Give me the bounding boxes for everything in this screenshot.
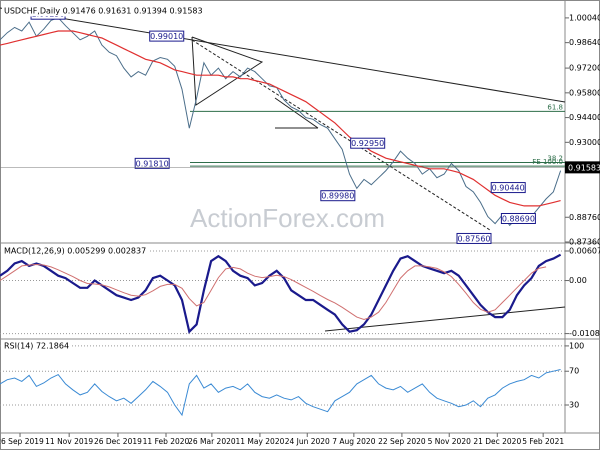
trendline — [274, 97, 319, 129]
y-tick-label: 0.00 — [569, 276, 587, 285]
level-label: FE 100.0 — [532, 158, 563, 166]
annotation-box — [490, 182, 526, 194]
y-tick-label: 100 — [569, 341, 584, 350]
panel-title: USDCHF,Daily 0.91476 0.91631 0.91394 0.9… — [4, 7, 203, 16]
x-tick-label: 26 Dec 2019 — [94, 437, 142, 446]
x-tick-label: 11 Nov 2019 — [45, 437, 93, 446]
panel-title-bg — [2, 5, 205, 17]
level-label: 61.8 — [547, 103, 563, 111]
series-line — [0, 17, 562, 227]
annotation-label: 0.92950 — [351, 139, 384, 148]
y-tick-label: 0.93000 — [569, 138, 600, 147]
annotation-label: 0.87560 — [457, 234, 490, 243]
y-tick-label: 0.95800 — [569, 88, 600, 97]
x-tick-label: 5 Nov 2020 — [428, 437, 471, 446]
annotation-box — [134, 157, 170, 169]
annotation-label: 0.89980 — [321, 192, 354, 201]
panel-title: RSI(14) 72.1864 — [4, 342, 69, 351]
triangle — [191, 36, 264, 106]
x-tick-label: 26 Mar 2020 — [188, 437, 236, 446]
annotation-box — [149, 30, 185, 42]
x-tick-label: 26 Sep 2019 — [0, 437, 44, 446]
x-tick-label: 11 Feb 2020 — [143, 437, 190, 446]
annotation-label: 0.88690 — [502, 214, 535, 223]
y-tick-label: 1.00040 — [569, 13, 600, 22]
annotation-box — [320, 190, 356, 202]
annotation-box — [500, 212, 536, 224]
x-tick-label: 21 Dec 2020 — [473, 437, 521, 446]
y-tick-label: 0.98640 — [569, 38, 600, 47]
y-tick-label: 0.94400 — [569, 113, 600, 122]
series-line — [0, 263, 547, 321]
trendline — [191, 39, 491, 231]
series-line — [0, 253, 562, 334]
annotation-label: 0.91810 — [136, 159, 169, 168]
annotation-box — [456, 232, 492, 244]
y-tick-label: 0.87360 — [569, 238, 600, 247]
trendlines — [0, 7, 566, 332]
x-tick-label: 22 Sep 2020 — [378, 437, 426, 446]
level-label: 38.2 — [547, 154, 563, 162]
x-tick-label: 24 Jun 2020 — [285, 437, 330, 446]
annotation-box — [350, 137, 386, 149]
series-line — [0, 369, 561, 417]
annotation-label: 0.90440 — [492, 184, 525, 193]
y-tick-label: 0.00607 — [569, 246, 600, 255]
x-tick-label: 5 Feb 2021 — [522, 437, 564, 446]
panel-title-bg — [2, 340, 72, 352]
trendline — [0, 7, 566, 103]
x-tick-label: 11 May 2020 — [235, 437, 284, 446]
y-tick-label: 0.88760 — [569, 213, 600, 222]
panel-title-bg — [2, 245, 149, 257]
x-tick-label: 7 Aug 2020 — [332, 437, 375, 446]
last-price-label: 0.91583 — [568, 163, 600, 172]
y-tick-label: 30 — [569, 400, 579, 409]
trendline — [324, 306, 566, 332]
annotation-label: 0.99010 — [150, 32, 183, 41]
panel-title: MACD(12,26,9) 0.005299 0.002837 — [4, 247, 146, 256]
y-tick-label: -0.010894 — [569, 329, 600, 338]
y-tick-label: 70 — [569, 367, 579, 376]
series-line — [0, 30, 561, 207]
y-tick-label: 0.97200 — [569, 64, 600, 73]
last-price-box — [565, 161, 600, 174]
watermark: ActionForex.com — [190, 203, 385, 233]
